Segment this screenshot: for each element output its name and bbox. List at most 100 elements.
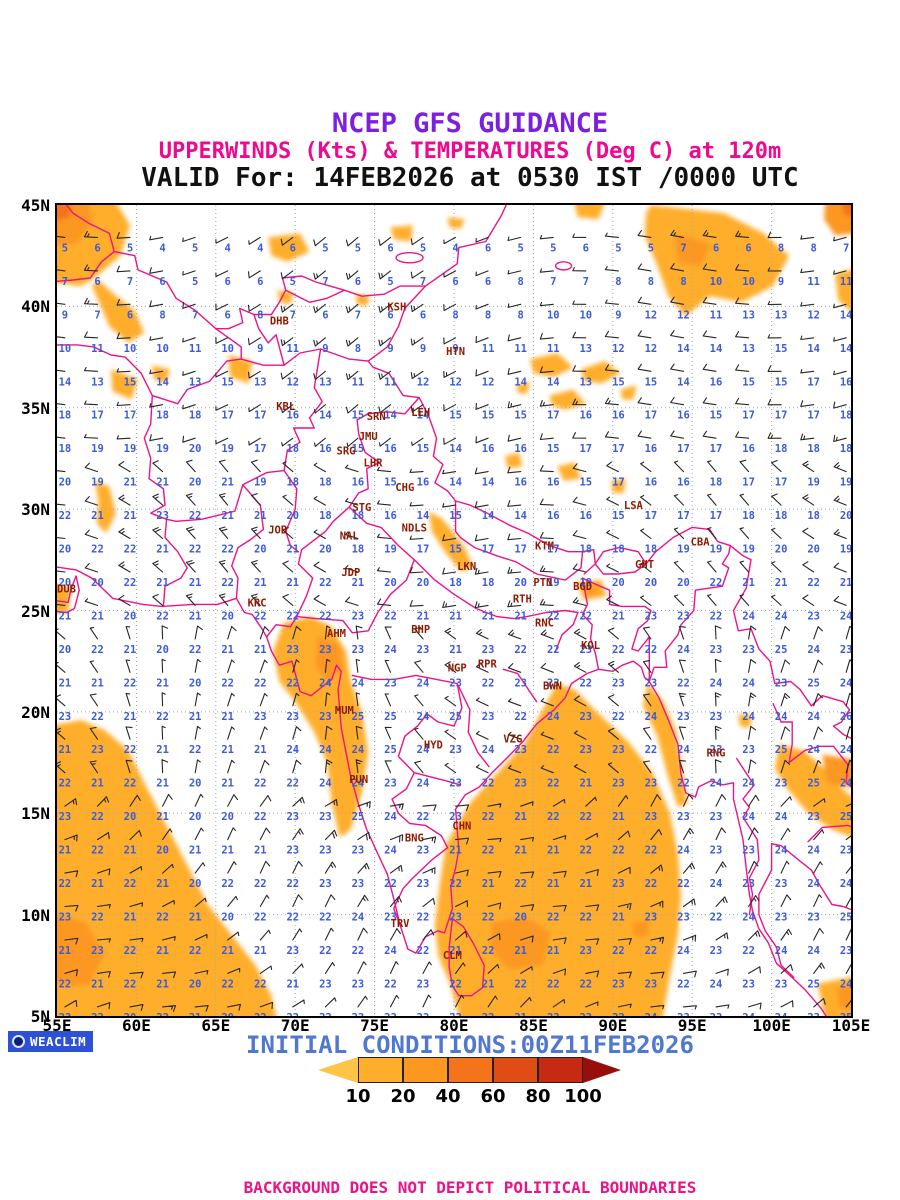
lat-label-30N: 30N	[21, 500, 50, 520]
svg-text:5: 5	[518, 242, 524, 254]
svg-text:20: 20	[59, 644, 72, 656]
svg-text:23: 23	[775, 778, 788, 790]
svg-text:22: 22	[612, 845, 625, 857]
svg-text:17: 17	[221, 410, 234, 422]
svg-text:15: 15	[645, 376, 658, 388]
svg-text:22: 22	[579, 677, 592, 689]
svg-text:21: 21	[59, 610, 72, 622]
svg-text:8: 8	[778, 242, 784, 254]
svg-text:19: 19	[221, 443, 234, 455]
svg-text:7: 7	[355, 309, 361, 321]
svg-text:18: 18	[189, 410, 202, 422]
svg-text:23: 23	[449, 912, 462, 924]
svg-text:21: 21	[579, 878, 592, 890]
svg-text:23: 23	[807, 811, 820, 823]
city-label-LHR: LHR	[364, 458, 384, 470]
svg-text:23: 23	[319, 845, 332, 857]
svg-text:20: 20	[221, 811, 234, 823]
svg-text:23: 23	[417, 644, 430, 656]
svg-text:24: 24	[710, 878, 723, 890]
lon-label-65E: 65E	[201, 1016, 231, 1035]
svg-text:5: 5	[355, 242, 361, 254]
svg-text:5: 5	[420, 242, 426, 254]
svg-text:22: 22	[547, 778, 560, 790]
svg-text:4: 4	[159, 242, 165, 254]
svg-text:23: 23	[579, 644, 592, 656]
variable-title: UPPERWINDS (Kts) & TEMPERATURES (Deg C) …	[158, 139, 782, 164]
svg-text:17: 17	[482, 544, 495, 556]
svg-text:23: 23	[840, 845, 851, 857]
legend-value-40: 40	[435, 1086, 461, 1107]
svg-text:25: 25	[840, 811, 851, 823]
svg-text:22: 22	[807, 577, 820, 589]
svg-text:22: 22	[91, 845, 104, 857]
svg-text:15: 15	[417, 443, 430, 455]
svg-text:21: 21	[286, 577, 299, 589]
svg-text:21: 21	[59, 677, 72, 689]
svg-text:21: 21	[124, 912, 137, 924]
svg-text:20: 20	[189, 811, 202, 823]
svg-text:18: 18	[840, 410, 851, 422]
city-label-SRG: SRG	[337, 445, 356, 457]
svg-text:22: 22	[645, 878, 658, 890]
weaclim-label: WEACLIM	[30, 1034, 87, 1049]
svg-text:23: 23	[710, 845, 723, 857]
city-label-PTN: PTN	[533, 577, 552, 589]
svg-text:22: 22	[254, 1012, 267, 1016]
svg-text:21: 21	[124, 711, 137, 723]
svg-text:9: 9	[452, 343, 458, 355]
svg-text:22: 22	[482, 677, 495, 689]
svg-text:21: 21	[221, 477, 234, 489]
svg-text:22: 22	[319, 912, 332, 924]
svg-text:22: 22	[286, 677, 299, 689]
city-label-VZG: VZG	[503, 733, 522, 745]
svg-text:23: 23	[384, 778, 397, 790]
svg-text:15: 15	[352, 443, 365, 455]
svg-text:23: 23	[449, 1012, 462, 1016]
svg-text:17: 17	[677, 510, 690, 522]
svg-text:9: 9	[257, 343, 263, 355]
svg-text:4: 4	[257, 242, 263, 254]
city-label-NDLS: NDLS	[402, 522, 427, 534]
svg-text:22: 22	[254, 978, 267, 990]
svg-text:6: 6	[745, 242, 751, 254]
svg-text:21: 21	[156, 945, 169, 957]
svg-text:5: 5	[192, 276, 198, 288]
svg-text:23: 23	[807, 1012, 820, 1016]
svg-text:23: 23	[645, 677, 658, 689]
svg-text:25: 25	[352, 711, 365, 723]
svg-text:10: 10	[547, 309, 560, 321]
svg-text:14: 14	[156, 376, 169, 388]
svg-text:21: 21	[59, 744, 72, 756]
svg-text:21: 21	[156, 677, 169, 689]
svg-text:15: 15	[221, 376, 234, 388]
svg-text:6: 6	[420, 309, 426, 321]
svg-text:4: 4	[452, 242, 458, 254]
svg-text:23: 23	[710, 744, 723, 756]
svg-text:24: 24	[807, 878, 820, 890]
svg-text:16: 16	[482, 443, 495, 455]
city-label-MUM: MUM	[335, 705, 354, 717]
svg-text:12: 12	[677, 309, 690, 321]
svg-text:23: 23	[514, 744, 527, 756]
svg-text:6: 6	[257, 276, 263, 288]
svg-text:24: 24	[840, 610, 851, 622]
city-label-RTH: RTH	[513, 593, 532, 605]
svg-text:22: 22	[156, 1012, 169, 1016]
city-label-HYD: HYD	[424, 739, 443, 751]
svg-text:18: 18	[710, 477, 723, 489]
svg-text:20: 20	[319, 544, 332, 556]
svg-text:24: 24	[840, 878, 851, 890]
svg-text:14: 14	[417, 410, 430, 422]
svg-text:21: 21	[742, 577, 755, 589]
svg-text:22: 22	[319, 1012, 332, 1016]
svg-text:24: 24	[742, 778, 755, 790]
svg-text:6: 6	[387, 309, 393, 321]
svg-text:23: 23	[482, 644, 495, 656]
svg-text:21: 21	[124, 845, 137, 857]
svg-text:8: 8	[518, 276, 524, 288]
svg-text:16: 16	[384, 510, 397, 522]
svg-text:22: 22	[189, 945, 202, 957]
svg-text:24: 24	[645, 711, 658, 723]
svg-text:21: 21	[124, 477, 137, 489]
